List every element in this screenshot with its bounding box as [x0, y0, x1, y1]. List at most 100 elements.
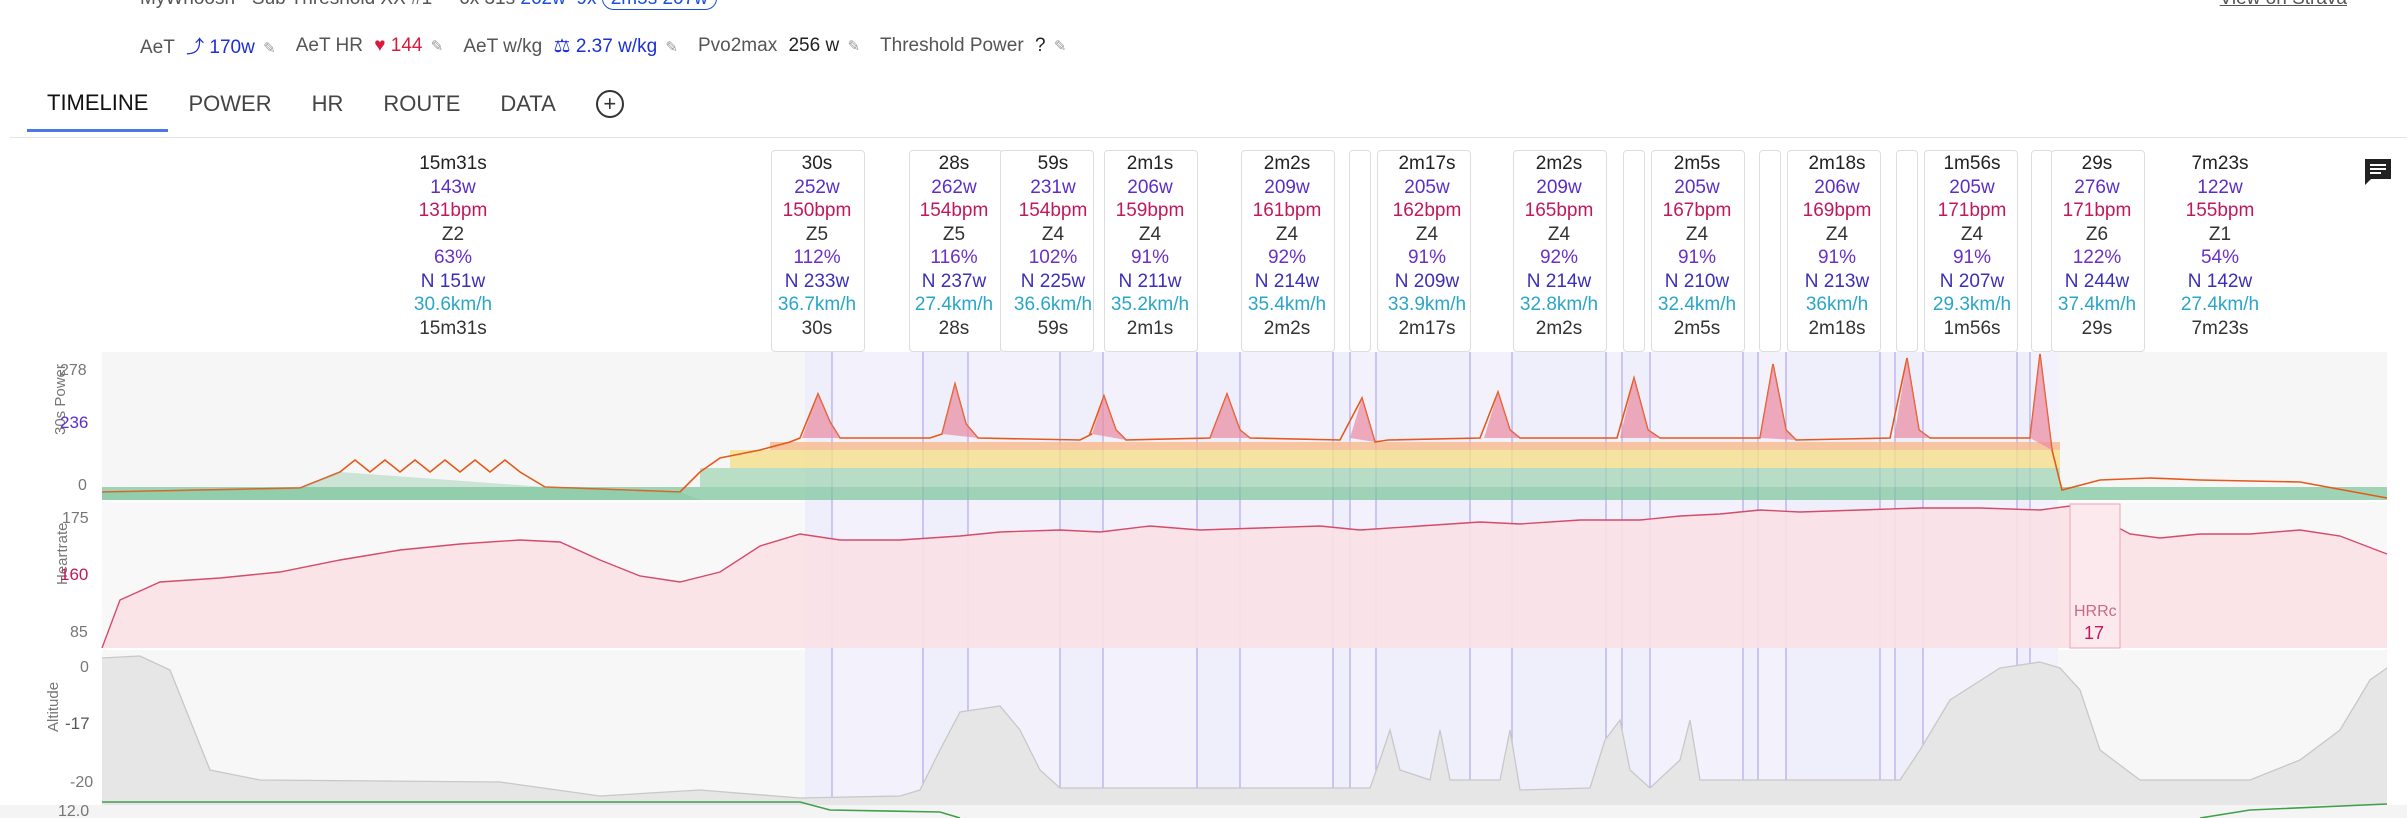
interval-column[interactable]: 7m23s 122w 155bpm Z1 54% N 142w 27.4km/h 7m23s [2181, 152, 2259, 340]
alt-tick-bottom: -20 [70, 774, 93, 791]
interval-speed: 32.8km/h [1519, 294, 1599, 315]
interval-panel[interactable] [1924, 150, 2018, 352]
interval-speed: 29.3km/h [1932, 294, 2012, 315]
interval-speed: 36km/h [1805, 294, 1869, 315]
pencil-icon[interactable]: ✎ [430, 38, 444, 55]
interval-zone: Z5 [942, 223, 966, 245]
interval-panel[interactable] [771, 150, 865, 352]
hr-area [102, 506, 2387, 648]
alt-tick-mid: -17 [65, 714, 90, 733]
interval-column[interactable]: 2m18s 206w 169bpm Z4 91% N 213w 36km/h 2m18s [1803, 152, 1872, 340]
interval-time: 28s [938, 153, 970, 174]
interval-panel[interactable] [1759, 150, 1781, 352]
add-tab-icon[interactable]: + [595, 90, 624, 118]
interval-column[interactable]: 28s 262w 154bpm Z5 116% N 237w 27.4km/h 28s [915, 152, 993, 340]
tab-timeline[interactable]: TIMELINE [27, 77, 169, 132]
interval-zone: Z4 [1275, 223, 1299, 245]
interval-column[interactable]: 2m2s 209w 161bpm Z4 92% N 214w 35.4km/h 2m2s [1248, 152, 1326, 340]
interval-panel[interactable] [2031, 150, 2053, 352]
metric-pvo2max[interactable]: Pvo2max 256 w ✎ [698, 35, 860, 57]
pencil-icon[interactable]: ✎ [263, 40, 276, 57]
interval-column[interactable]: 1m56s 205w 171bpm Z4 91% N 207w 29.3km/h 1m56s [1933, 152, 2011, 340]
interval-column[interactable]: 29s 276w 171bpm Z6 122% N 244w 37.4km/h 29s [2058, 152, 2136, 340]
interval-column[interactable]: 30s 252w 150bpm Z5 112% N 233w 36.7km/h 30s [778, 152, 856, 340]
interval-power: 231w [1030, 176, 1076, 198]
pencil-icon[interactable]: ✎ [847, 38, 861, 55]
interval-zone: Z4 [1415, 223, 1439, 245]
interval-column[interactable]: 2m2s 209w 165bpm Z4 92% N 214w 32.8km/h 2m2s [1520, 152, 1598, 340]
metric-aet[interactable]: AeT ⤴ 170w ✎ [140, 33, 276, 59]
metric-aet-hr-value: 144 [390, 35, 423, 56]
set-count: 9x [576, 0, 596, 9]
interval-column[interactable]: 59s 231w 154bpm Z4 102% N 225w 36.6km/h 59s [1014, 152, 1092, 340]
interval-power: 209w [1536, 176, 1582, 198]
interval-panel[interactable] [1787, 150, 1881, 352]
interval-speed: 32.4km/h [1657, 294, 1737, 315]
interval-speed: 27.4km/h [914, 294, 994, 315]
view-on-strava-link[interactable]: View on Strava [2220, 0, 2347, 10]
pencil-icon[interactable]: ✎ [1053, 38, 1067, 55]
interval-panel[interactable] [1377, 150, 1471, 352]
interval-zone: Z4 [1547, 223, 1571, 245]
interval-panel[interactable] [1623, 150, 1645, 352]
set-pill[interactable]: 2m5s 207w [601, 0, 717, 10]
interval-np: N 210w [1664, 270, 1730, 292]
interval-zone: Z5 [805, 223, 829, 245]
interval-speed: 36.7km/h [777, 294, 857, 315]
interval-panel[interactable] [1000, 150, 1094, 352]
rep-power: 262w [520, 0, 565, 9]
metric-aet-wkg-label: AeT w/kg [463, 35, 543, 57]
metric-threshold-label: Threshold Power [880, 35, 1024, 56]
power-zone-green [102, 487, 2387, 500]
interval-np: N 237w [921, 270, 987, 292]
pencil-icon[interactable]: ✎ [665, 38, 678, 56]
interval-dur: 30s [801, 317, 833, 339]
tab-hr[interactable]: HR [311, 91, 344, 116]
tab-route[interactable]: ROUTE [383, 91, 461, 116]
comment-icon[interactable] [2362, 157, 2394, 187]
interval-power: 205w [1949, 176, 1995, 198]
interval-power: 122w [2197, 176, 2243, 198]
metric-aet-label: AeT [140, 37, 175, 58]
interval-panel[interactable] [1513, 150, 1607, 352]
interval-panel[interactable] [1896, 150, 1918, 352]
interval-speed: 35.4km/h [1247, 294, 1327, 315]
power-tick-top: 278 [60, 362, 87, 379]
tab-data[interactable]: DATA [500, 91, 556, 116]
tab-power[interactable]: POWER [188, 91, 272, 116]
metric-threshold-power[interactable]: Threshold Power ? ✎ [880, 35, 1066, 57]
interval-np: N 209w [1394, 270, 1460, 292]
interval-speed: 36.6km/h [1013, 294, 1093, 315]
power-tick-bottom: 0 [78, 477, 87, 494]
interval-column[interactable]: 2m17s 205w 162bpm Z4 91% N 209w 33.9km/h 2m17s [1388, 152, 1466, 340]
power-zone-orange [770, 442, 2060, 450]
interval-hr: 167bpm [1662, 200, 1732, 221]
interval-power: 206w [1127, 176, 1173, 198]
interval-panel[interactable] [1651, 150, 1745, 352]
interval-np: N 207w [1939, 270, 2005, 292]
metric-aet-wkg[interactable]: AeT w/kg ⚖ 2.37 w/kg ✎ [463, 35, 678, 58]
interval-panel[interactable] [1241, 150, 1335, 352]
hr-tick-bottom: 85 [70, 624, 88, 641]
interval-panel[interactable] [1349, 150, 1371, 352]
interval-panel[interactable] [2051, 150, 2145, 352]
interval-panel[interactable] [909, 150, 1003, 352]
metric-pvo2max-value: 256 w [788, 35, 840, 56]
interval-panel[interactable] [1104, 150, 1198, 352]
interval-pct: 91% [1130, 247, 1170, 268]
interval-hr: 131bpm [418, 200, 488, 221]
interval-dur: 2m2s [1535, 317, 1583, 339]
interval-column[interactable]: 2m5s 205w 167bpm Z4 91% N 210w 32.4km/h 2m5s [1658, 152, 1736, 340]
interval-pct: 122% [2072, 247, 2122, 268]
power-tick-mid: 236 [60, 413, 88, 432]
interval-column[interactable]: 15m31s 143w 131bpm Z2 63% N 151w 30.6km/h 15m31… [414, 152, 492, 340]
interval-time: 29s [2081, 153, 2113, 174]
interval-column[interactable]: 2m1s 206w 159bpm Z4 91% N 211w 35.2km/h 2m1s [1111, 152, 1189, 340]
interval-np: N 233w [784, 270, 850, 292]
hrrc-label: HRRc [2074, 603, 2117, 620]
scale-icon: ⚖ [553, 35, 571, 57]
interval-pct: 91% [1677, 247, 1717, 268]
interval-power: 206w [1814, 176, 1860, 198]
metric-aet-hr[interactable]: AeT HR ♥ 144 ✎ [296, 35, 444, 57]
